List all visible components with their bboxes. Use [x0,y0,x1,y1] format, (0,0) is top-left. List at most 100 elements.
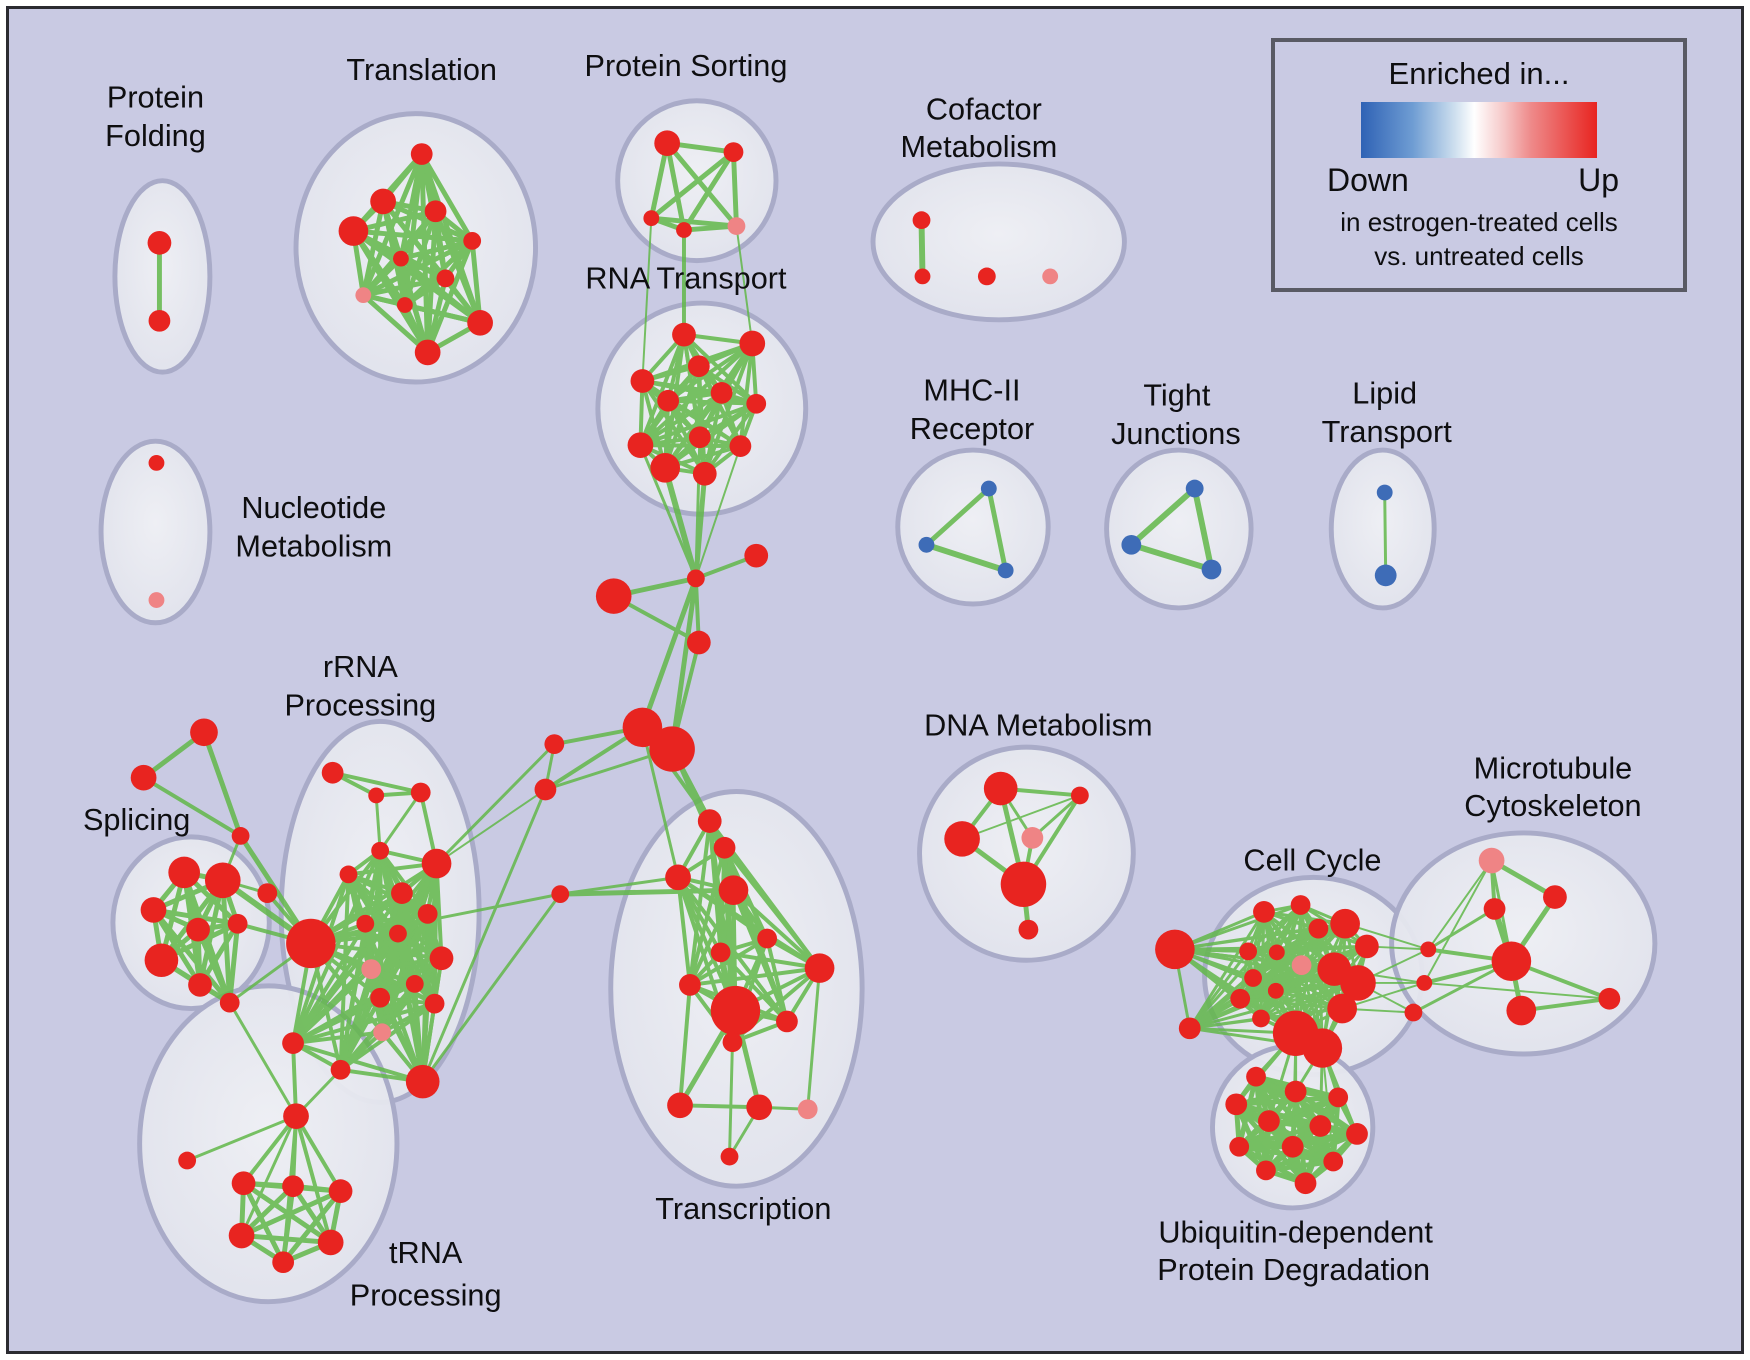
node-mh1[interactable] [980,480,997,497]
node-c4[interactable] [686,630,711,655]
node-d6[interactable] [1018,919,1039,940]
node-ps5[interactable] [727,217,746,235]
node-rt10[interactable] [729,435,752,457]
node-rt11[interactable] [650,453,681,483]
node-r3[interactable] [410,782,431,803]
node-x10[interactable] [710,985,761,1036]
node-tg5[interactable] [317,1229,344,1256]
node-s2[interactable] [204,862,241,899]
node-ps3[interactable] [643,210,660,227]
node-tg3[interactable] [328,1179,353,1203]
node-s6[interactable] [144,943,179,978]
node-u10[interactable] [1323,1151,1344,1172]
node-rt12[interactable] [692,461,717,486]
node-c5[interactable] [622,707,663,748]
node-s7[interactable] [188,973,212,997]
node-m2[interactable] [1543,885,1567,909]
node-cc13[interactable] [1330,908,1360,939]
node-cc10[interactable] [1252,1009,1270,1028]
node-b3[interactable] [1404,1003,1423,1022]
node-tg2[interactable] [282,1175,304,1198]
node-s5[interactable] [227,913,248,934]
node-tn3[interactable] [424,200,447,223]
node-r16[interactable] [361,959,382,979]
node-cc16[interactable] [1355,934,1379,959]
node-tn9[interactable] [396,297,413,313]
node-cc15[interactable] [1340,965,1376,1001]
node-rt8[interactable] [688,426,711,449]
node-rt4[interactable] [630,369,655,393]
node-cc9[interactable] [1267,982,1284,999]
node-x16[interactable] [720,1147,739,1166]
node-r12[interactable] [429,946,454,971]
node-tn8[interactable] [355,287,372,304]
node-tg1[interactable] [231,1171,256,1196]
node-cc3[interactable] [1239,942,1258,961]
node-s3[interactable] [140,897,167,923]
node-rt5[interactable] [657,389,680,412]
node-tn1[interactable] [410,143,433,165]
node-r22[interactable] [257,883,278,904]
node-cc19[interactable] [1302,1028,1343,1068]
node-x5[interactable] [551,885,570,904]
node-r6[interactable] [421,848,452,879]
node-tn10[interactable] [467,309,493,336]
node-ps2[interactable] [723,142,744,162]
node-x9[interactable] [679,974,701,996]
node-r2[interactable] [368,787,385,804]
node-d4[interactable] [1021,827,1044,849]
node-m4[interactable] [1491,941,1532,981]
node-tn7[interactable] [436,269,455,288]
node-r7[interactable] [391,882,413,904]
node-c8[interactable] [534,778,557,801]
node-rt3[interactable] [687,355,710,378]
node-co1[interactable] [912,211,931,230]
node-th[interactable] [283,1103,309,1129]
node-rt9[interactable] [627,432,654,458]
node-x4[interactable] [718,875,749,905]
node-co4[interactable] [1042,268,1059,285]
node-u3[interactable] [1225,1093,1248,1116]
node-b2[interactable] [1416,975,1433,991]
node-co3[interactable] [977,267,996,286]
node-pf2[interactable] [148,309,171,332]
node-r15[interactable] [424,993,445,1014]
node-u1[interactable] [1246,1066,1266,1087]
node-x14[interactable] [746,1094,773,1121]
node-d2[interactable] [1070,786,1089,805]
node-u2[interactable] [1284,1080,1307,1103]
node-tn6[interactable] [393,250,409,267]
node-cc8[interactable] [1268,944,1285,961]
node-cc11[interactable] [1291,955,1312,976]
node-c2[interactable] [744,543,769,568]
node-d5[interactable] [1000,861,1047,907]
node-rt7[interactable] [746,393,767,414]
node-lt2[interactable] [1374,564,1397,587]
node-cc5[interactable] [1230,988,1251,1009]
node-rt6[interactable] [710,381,733,404]
node-s4[interactable] [186,917,210,942]
node-r5[interactable] [339,865,358,884]
node-ps1[interactable] [654,130,681,157]
node-mh3[interactable] [997,562,1014,579]
node-u8[interactable] [1229,1136,1250,1157]
node-tg6[interactable] [272,1251,295,1274]
node-u5[interactable] [1258,1110,1280,1132]
node-cc6[interactable] [1253,901,1275,923]
node-cc1[interactable] [1155,929,1195,970]
node-c3[interactable] [595,578,632,614]
node-x12[interactable] [722,1032,743,1053]
node-co2[interactable] [914,268,931,285]
node-cc17[interactable] [1327,993,1357,1024]
node-r14[interactable] [370,987,391,1008]
node-r1[interactable] [321,761,344,784]
node-nm1[interactable] [148,455,165,471]
node-r11[interactable] [389,924,407,943]
node-x13[interactable] [667,1092,693,1119]
node-c1[interactable] [686,569,705,588]
node-x7[interactable] [710,942,731,963]
node-u4[interactable] [1328,1087,1349,1108]
node-u12[interactable] [1294,1172,1317,1195]
node-tj1[interactable] [1185,479,1204,498]
node-m1[interactable] [1478,847,1505,874]
